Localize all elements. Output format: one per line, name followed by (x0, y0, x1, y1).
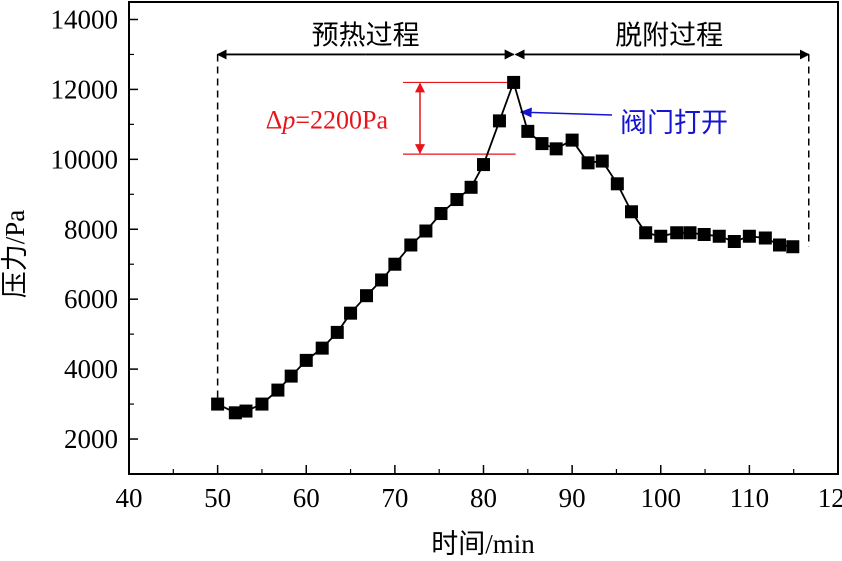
y-tick-label: 8000 (64, 214, 118, 244)
data-point (742, 229, 756, 243)
data-point (464, 180, 478, 194)
data-point (299, 353, 313, 367)
data-point (450, 193, 464, 207)
delta-p-annotation: Δp=2200Pa (266, 81, 516, 155)
data-point (654, 229, 668, 243)
x-tick-label: 100 (641, 483, 682, 513)
series-line (217, 79, 793, 414)
data-point (284, 369, 298, 383)
y-tick-label: 4000 (64, 354, 118, 384)
y-axis-label: 压力/Pa (0, 210, 30, 299)
x-tick-label: 110 (730, 483, 770, 513)
delta-symbol: Δ (266, 105, 283, 134)
phase-annotations: 预热过程 脱附过程 (216, 20, 810, 399)
data-point (404, 238, 418, 252)
data-point (228, 406, 242, 420)
data-point (419, 224, 433, 238)
data-point (758, 231, 772, 245)
pressure-series (211, 75, 800, 420)
data-point (375, 273, 389, 287)
x-axis-ticks: 40 50 60 70 80 90 100 110 120 (116, 465, 842, 513)
data-point (565, 133, 579, 147)
valve-open-arrow (519, 107, 613, 118)
delta-value: =2200Pa (295, 105, 388, 134)
x-tick-label: 40 (116, 483, 143, 513)
data-point (330, 325, 344, 339)
preheat-phase-label: 预热过程 (312, 20, 420, 50)
x-axis-label: 时间/min (431, 529, 535, 559)
y-axis-ticks: 2000 4000 6000 8000 10000 12000 14000 (51, 4, 138, 475)
y-tick-label: 14000 (51, 4, 119, 34)
data-point (388, 257, 402, 271)
valve-open-annotation: 阀门打开 (519, 107, 728, 138)
valve-open-label: 阀门打开 (620, 108, 728, 138)
x-tick-label: 50 (204, 483, 231, 513)
x-tick-label: 60 (293, 483, 320, 513)
delta-var: p (280, 105, 295, 134)
data-point (271, 383, 285, 397)
data-point (670, 226, 684, 240)
data-point (712, 229, 726, 243)
data-point (255, 397, 269, 411)
data-point (434, 207, 448, 221)
y-tick-label: 2000 (64, 424, 118, 454)
data-point (683, 226, 697, 240)
data-point (697, 228, 711, 242)
data-point (581, 156, 595, 170)
x-tick-label: 70 (381, 483, 408, 513)
data-point (727, 234, 741, 248)
data-point (610, 177, 624, 191)
data-point (786, 240, 800, 254)
data-point (639, 226, 653, 240)
x-tick-label: 120 (818, 483, 842, 513)
data-point (315, 341, 329, 355)
data-point (595, 154, 609, 168)
data-point (344, 306, 358, 320)
data-point (625, 205, 639, 219)
data-point (492, 114, 506, 128)
data-point (773, 238, 787, 252)
data-point (239, 404, 253, 418)
data-point (477, 158, 490, 172)
data-point (549, 142, 563, 156)
data-point (521, 124, 535, 138)
y-tick-label: 12000 (51, 74, 119, 104)
x-tick-label: 90 (559, 483, 586, 513)
desorb-phase-label: 脱附过程 (615, 20, 723, 50)
y-tick-label: 10000 (51, 144, 119, 174)
data-point (211, 397, 225, 411)
delta-p-label: Δp=2200Pa (266, 105, 389, 134)
data-point (360, 289, 374, 303)
data-point (507, 75, 521, 89)
x-tick-label: 80 (470, 483, 497, 513)
data-point (535, 137, 549, 151)
y-tick-label: 6000 (64, 284, 118, 314)
